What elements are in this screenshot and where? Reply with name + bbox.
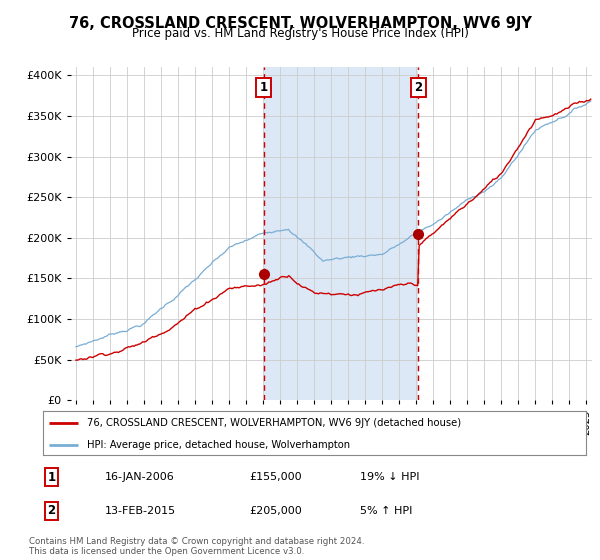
Text: 19% ↓ HPI: 19% ↓ HPI	[360, 472, 419, 482]
Text: £205,000: £205,000	[249, 506, 302, 516]
Text: 5% ↑ HPI: 5% ↑ HPI	[360, 506, 412, 516]
Text: 16-JAN-2006: 16-JAN-2006	[105, 472, 175, 482]
Text: 1: 1	[47, 470, 56, 484]
Text: HPI: Average price, detached house, Wolverhampton: HPI: Average price, detached house, Wolv…	[86, 440, 350, 450]
Text: 76, CROSSLAND CRESCENT, WOLVERHAMPTON, WV6 9JY: 76, CROSSLAND CRESCENT, WOLVERHAMPTON, W…	[68, 16, 532, 31]
Text: 1: 1	[260, 81, 268, 94]
Text: 13-FEB-2015: 13-FEB-2015	[105, 506, 176, 516]
Text: Contains HM Land Registry data © Crown copyright and database right 2024.
This d: Contains HM Land Registry data © Crown c…	[29, 536, 364, 556]
Bar	[264, 67, 418, 400]
Text: 2: 2	[47, 504, 56, 517]
Text: 2: 2	[414, 81, 422, 94]
Text: 76, CROSSLAND CRESCENT, WOLVERHAMPTON, WV6 9JY (detached house): 76, CROSSLAND CRESCENT, WOLVERHAMPTON, W…	[86, 418, 461, 428]
Text: Price paid vs. HM Land Registry's House Price Index (HPI): Price paid vs. HM Land Registry's House …	[131, 27, 469, 40]
Text: £155,000: £155,000	[249, 472, 302, 482]
